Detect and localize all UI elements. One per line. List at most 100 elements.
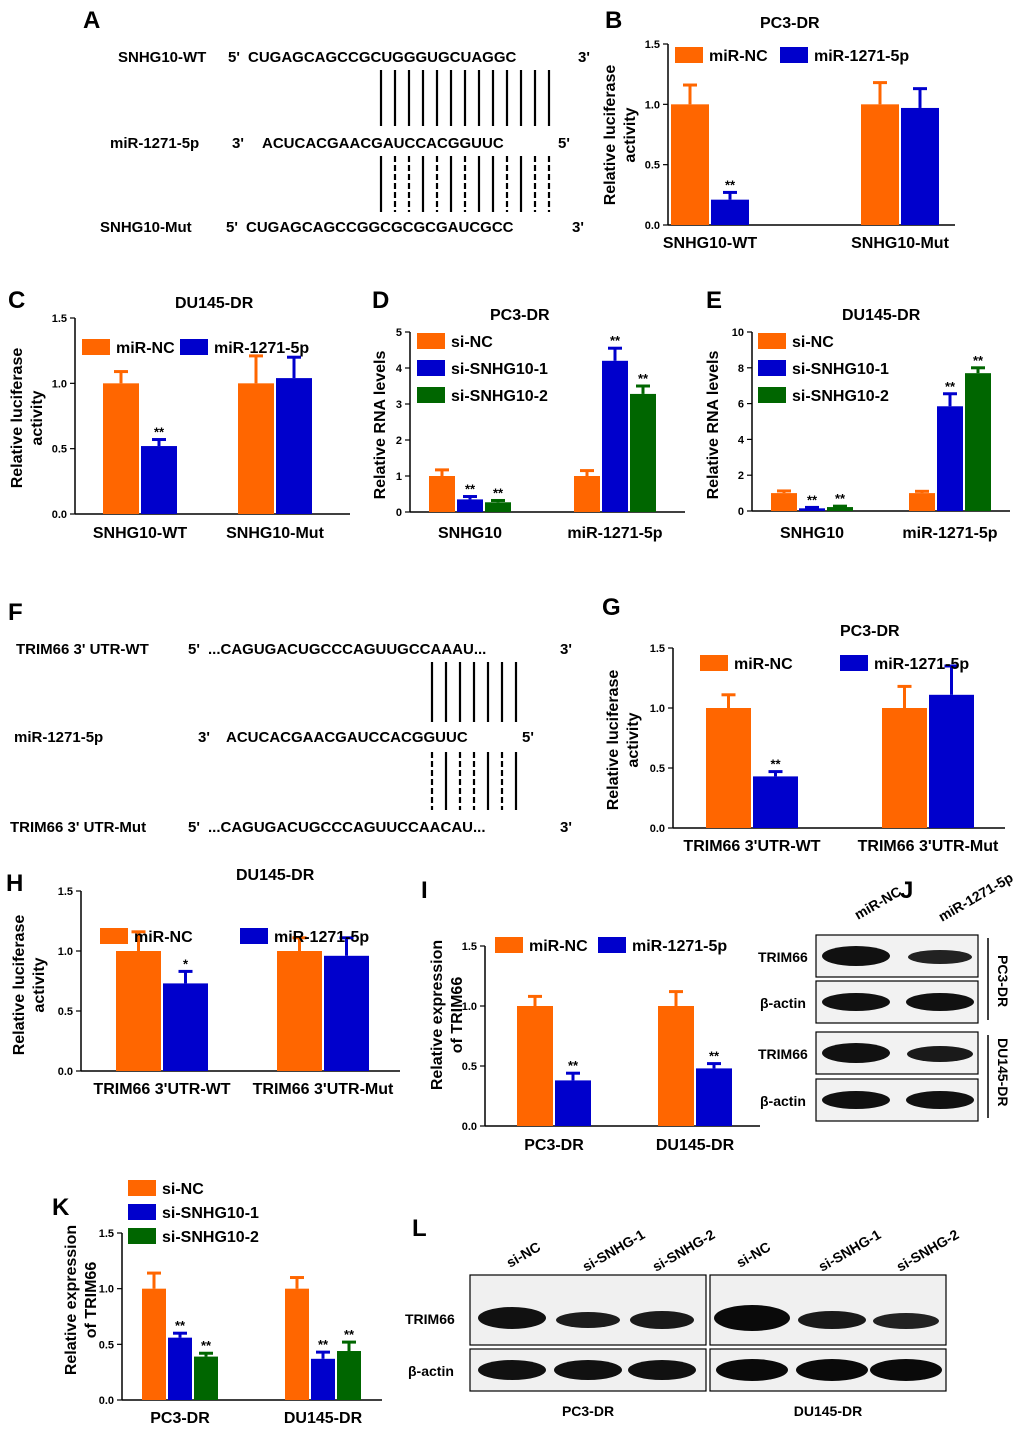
legend-swatch-d (417, 333, 445, 349)
legend-label-k: si-SNHG10-1 (162, 1205, 259, 1222)
y-tick-label-c: 1.0 (52, 378, 67, 390)
seq-f-mut-prefix: 5' (188, 819, 200, 836)
blot-j-band (906, 993, 974, 1011)
significance-label-k: ** (318, 1337, 329, 1352)
legend-swatch-k (128, 1228, 156, 1244)
blot-j-band (908, 950, 972, 964)
bar-i-mir-nc-1 (658, 1006, 694, 1126)
bar-c-mir-nc-1 (238, 383, 274, 514)
bar-k-si-snhg10-1-0 (168, 1337, 192, 1400)
x-category-label-b: SNHG10-WT (663, 235, 757, 252)
legend-label-i: miR-1271-5p (632, 938, 727, 955)
x-category-label-d: SNHG10 (438, 525, 502, 542)
panel-label-a: A (83, 7, 100, 34)
blot-l-lane-6: si-SNHG-2 (894, 1226, 962, 1275)
bar-b-mir-nc-0 (671, 104, 709, 225)
legend-label-e: si-SNHG10-2 (792, 388, 889, 405)
legend-label-b: miR-1271-5p (814, 48, 909, 65)
legend-label-b: miR-NC (709, 48, 768, 65)
chart-panel-i: I Relative expression of TRIM66 0.0 0.5 1.0 1.… (421, 877, 760, 1154)
seq-f-mut-seq: ...CAGUGACUGCCCAGUUCCAACAU... (208, 819, 486, 836)
chart-title-g: PC3-DR (840, 623, 900, 640)
legend-label-d: si-SNHG10-1 (451, 361, 548, 378)
y-axis-label-b: Relative luciferase activity (602, 65, 639, 206)
blot-j-label-trim66-1: TRIM66 (758, 949, 808, 965)
pairing-lines-f-bottom (430, 752, 518, 810)
blot-j-band (822, 946, 890, 966)
seq-f-mir-suffix: 5' (522, 729, 534, 746)
significance-label-e: ** (973, 353, 984, 368)
y-axis-label-k: Relative expression of TRIM66 (63, 1225, 100, 1375)
blot-l-band (796, 1359, 868, 1381)
blot-l-band (716, 1359, 788, 1381)
chart-panel-d: D PC3-DR Relative RNA levels 0 1 2 3 4 5 ** ** SNHG… (372, 287, 685, 542)
legend-label-i: miR-NC (529, 938, 588, 955)
legend-swatch-d (417, 360, 445, 376)
y-tick-label-g: 1.0 (650, 703, 665, 715)
significance-label-e: ** (807, 492, 818, 507)
bar-d-si-nc-0 (429, 476, 455, 512)
blot-l-band (798, 1311, 866, 1329)
legend-swatch-i (598, 937, 626, 953)
chart-title-c: DU145-DR (175, 295, 254, 312)
y-tick-label-d: 4 (396, 363, 403, 375)
bar-e-si-snhg10-2-1 (965, 373, 991, 511)
y-tick-label-b: 1.5 (645, 39, 660, 51)
bar-k-si-snhg10-2-0 (194, 1356, 218, 1400)
panel-label-i: I (421, 877, 428, 904)
seq-a-mir-seq: ACUCACGAACGAUCCACGGUUC (262, 135, 504, 152)
blot-l-label-actin: β-actin (408, 1363, 454, 1379)
y-tick-label-d: 0 (396, 507, 402, 519)
blot-j-band (822, 1043, 890, 1063)
legend-swatch-e (758, 333, 786, 349)
bar-h-mir-1271-5p-1 (324, 955, 369, 1071)
panel-label-f: F (8, 599, 23, 626)
panel-label-g: G (602, 594, 621, 621)
chart-panel-k: K Relative expression of TRIM66 0.0 0.5 1.0 1.… (52, 1180, 382, 1427)
blot-j-group-pc3: PC3-DR (995, 955, 1011, 1007)
bar-d-si-snhg10-2-0 (485, 502, 511, 512)
legend-swatch-e (758, 360, 786, 376)
y-tick-label-b: 0.5 (645, 160, 660, 172)
y-tick-label-g: 0.0 (650, 823, 665, 835)
panel-label-e: E (706, 287, 722, 314)
legend-swatch-e (758, 387, 786, 403)
legend-swatch-g (700, 655, 728, 671)
significance-label-e: ** (835, 491, 846, 506)
bar-k-si-snhg10-1-1 (311, 1358, 335, 1400)
seq-a-mir-name: miR-1271-5p (110, 135, 199, 152)
y-tick-label-k: 0.5 (99, 1339, 114, 1351)
pairing-lines-f-top (430, 662, 518, 722)
bar-d-si-nc-1 (574, 476, 600, 512)
blot-j-band (822, 1091, 890, 1109)
y-axis-label-h: Relative luciferase activity (11, 915, 48, 1056)
y-tick-label-d: 5 (396, 327, 402, 339)
seq-f-wt-seq: ...CAGUGACUGCCCAGUUGCCAAAU... (208, 641, 486, 658)
chart-title-b: PC3-DR (760, 15, 820, 32)
y-tick-label-g: 0.5 (650, 763, 665, 775)
bar-i-mir-nc-0 (517, 1006, 553, 1126)
blot-j-group-du145: DU145-DR (995, 1038, 1011, 1106)
significance-label-b: ** (725, 177, 736, 192)
x-category-label-g: TRIM66 3'UTR-WT (683, 838, 820, 855)
panel-j: J miR-NC miR-1271-5p TRIM66 β-actin TRIM… (758, 869, 1016, 1122)
seq-a-mir-prefix: 3' (232, 135, 244, 152)
significance-label-k: ** (344, 1327, 355, 1342)
legend-swatch-c (82, 339, 110, 355)
seq-f-mir-seq: ACUCACGAACGAUCCACGGUUC (226, 729, 468, 746)
blot-l-group-du145: DU145-DR (794, 1403, 862, 1419)
y-tick-label-i: 1.5 (462, 941, 477, 953)
x-category-label-c: SNHG10-WT (93, 525, 187, 542)
bar-k-si-snhg10-2-1 (337, 1351, 361, 1400)
blot-l-band (630, 1311, 694, 1329)
significance-label-k: ** (175, 1318, 186, 1333)
legend-label-d: si-SNHG10-2 (451, 388, 548, 405)
blot-l-lane-1: si-NC (504, 1238, 544, 1270)
y-tick-label-c: 0.0 (52, 509, 67, 521)
significance-label-k: ** (201, 1338, 212, 1353)
panel-label-c: C (8, 287, 25, 314)
legend-swatch-c (180, 339, 208, 355)
x-category-label-g: TRIM66 3'UTR-Mut (858, 838, 999, 855)
chart-panel-h: H DU145-DR Relative luciferase activity 0.0 0… (6, 867, 400, 1098)
blot-j-lane-2: miR-1271-5p (936, 869, 1016, 924)
